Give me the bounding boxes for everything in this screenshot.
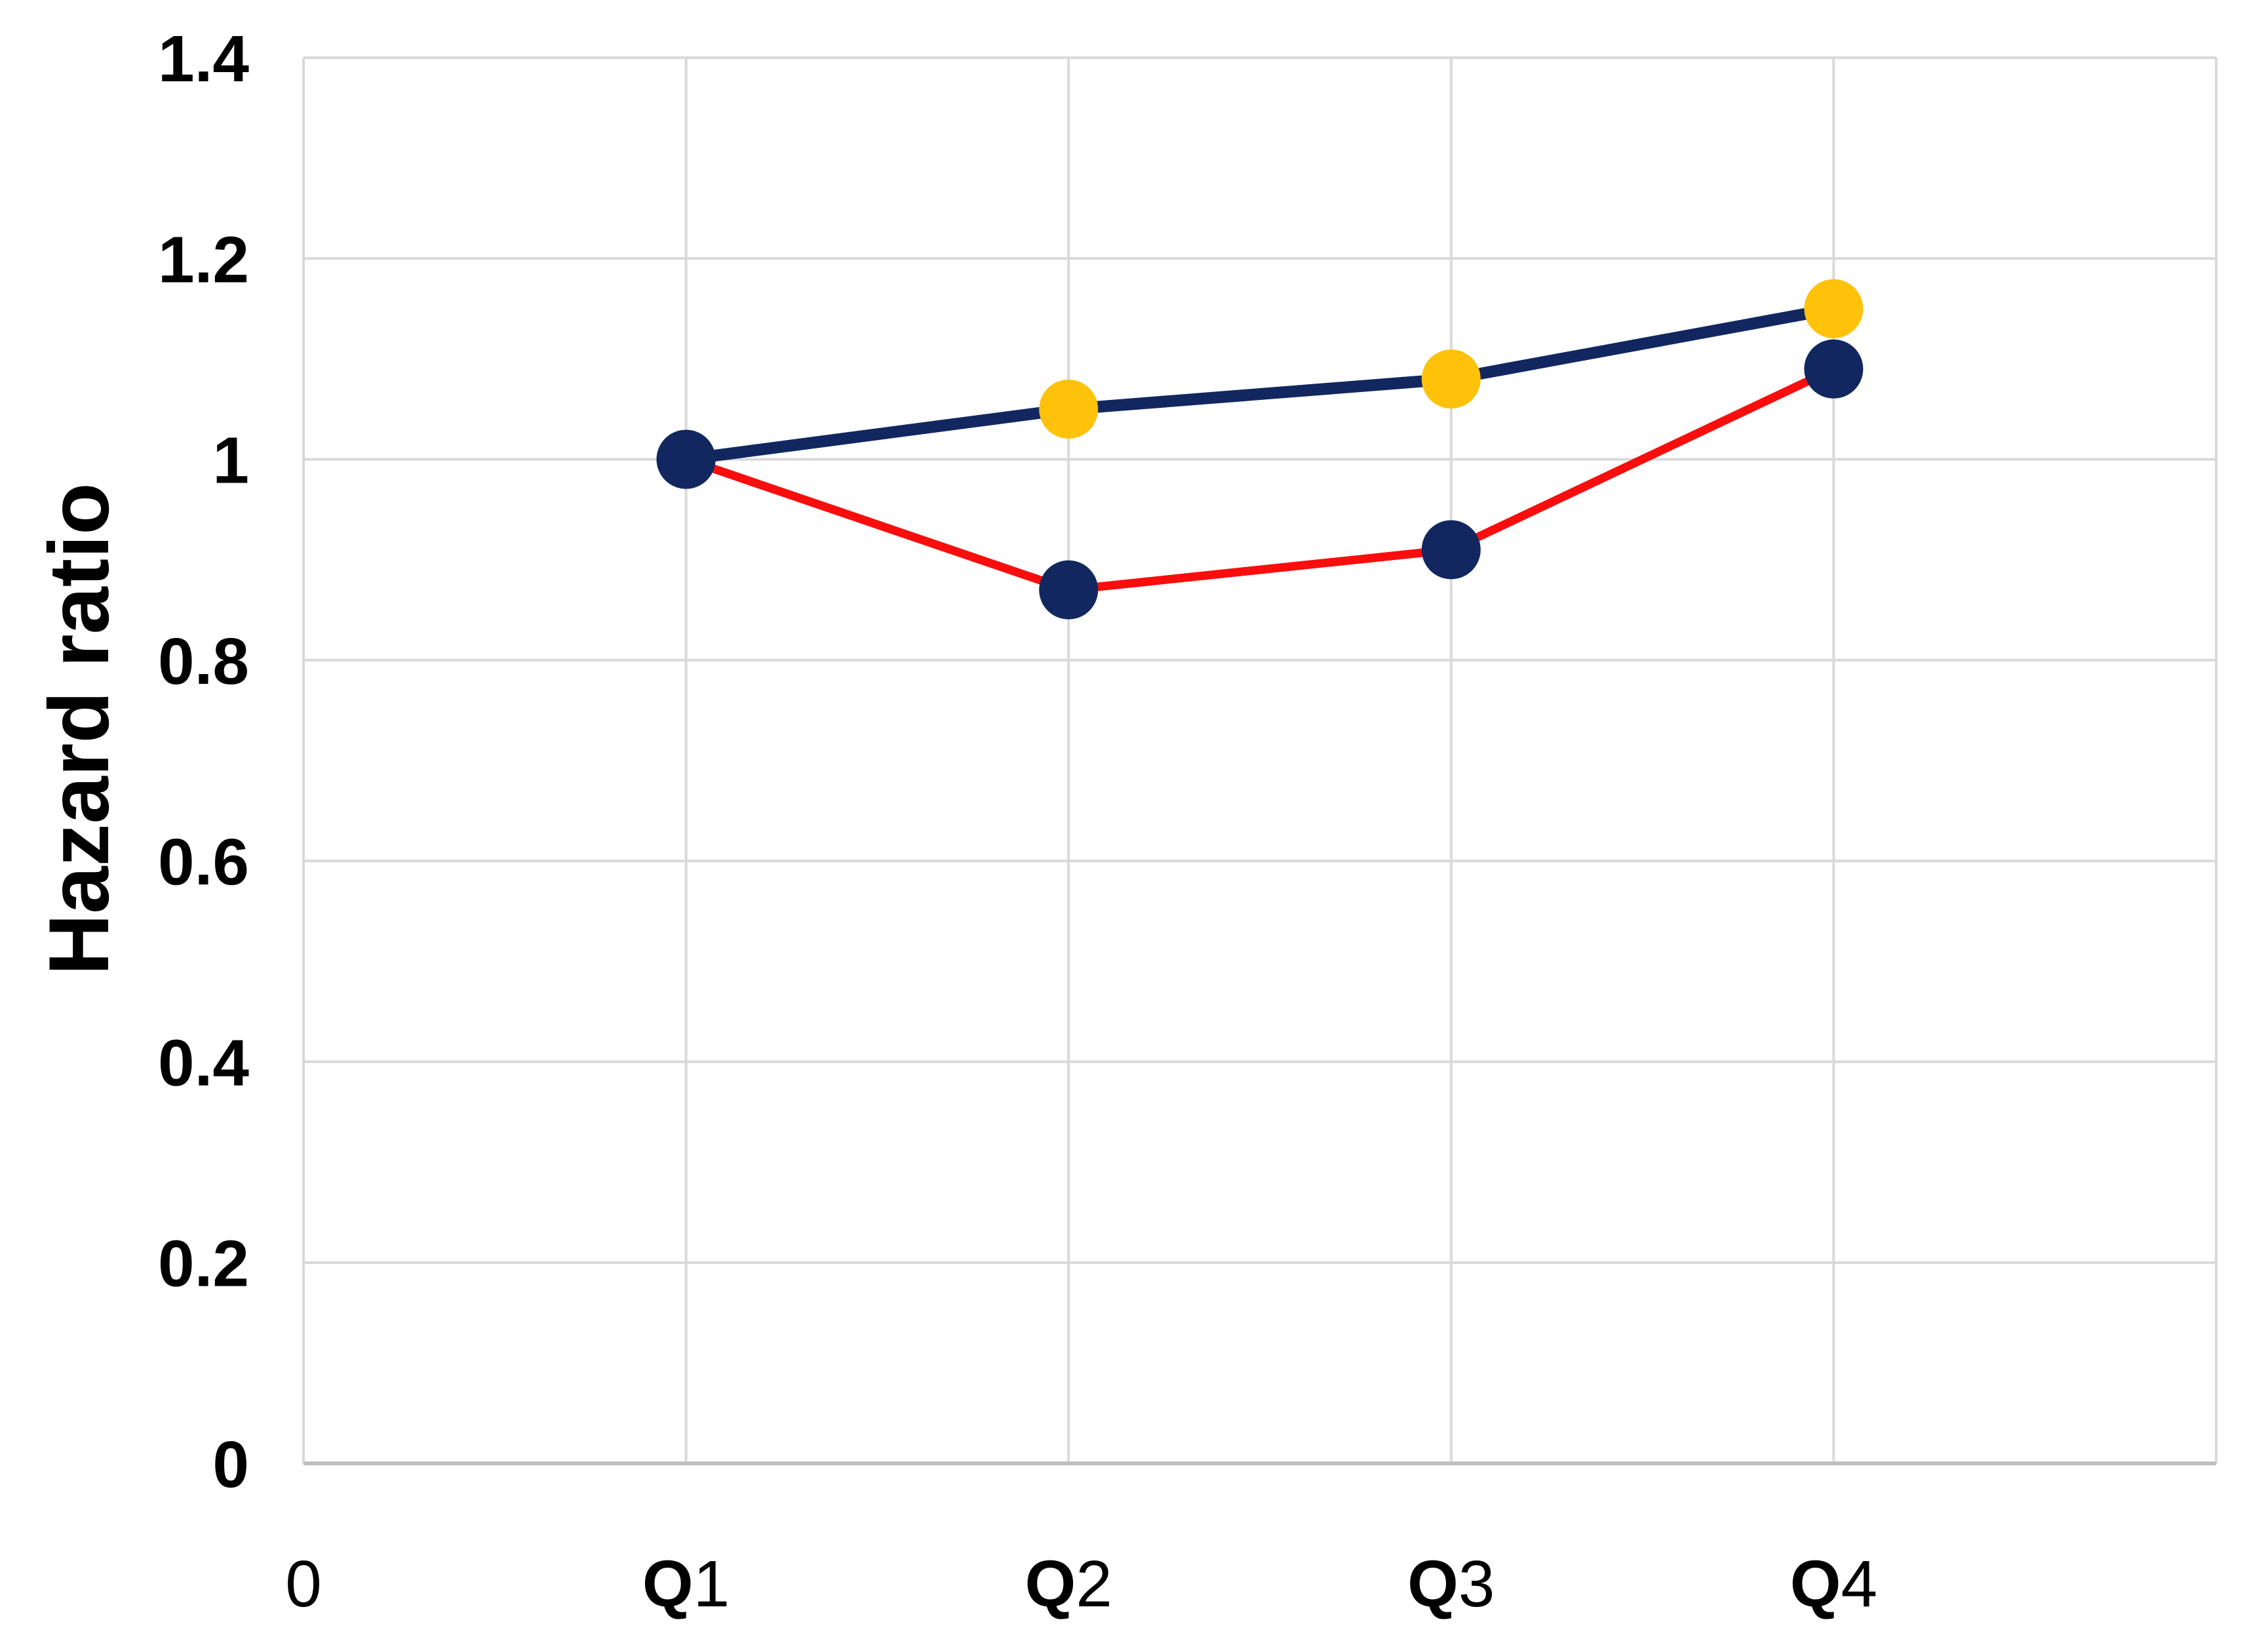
y-tick-label-1.4: 1.4 (158, 22, 249, 96)
upper-navy-line-marker-Q1 (656, 429, 716, 489)
x-tick-label-Q1: Q1 (642, 1547, 730, 1621)
x-tick-label-Q3: Q3 (1407, 1547, 1495, 1621)
y-tick-label-0.6: 0.6 (158, 825, 249, 899)
lower-red-line-marker-Q3 (1421, 520, 1481, 580)
y-tick-label-0.4: 0.4 (158, 1026, 249, 1100)
upper-navy-line-path (685, 303, 1835, 466)
y-tick-label-1: 1 (212, 424, 249, 498)
y-axis-title: Hazard ratio (31, 483, 127, 975)
y-tick-label-1.2: 1.2 (158, 223, 249, 296)
lower-red-line-marker-Q4 (1804, 339, 1864, 399)
x-tick-label-0: 0 (285, 1547, 322, 1621)
series-layer (656, 279, 1864, 620)
y-tick-label-0: 0 (212, 1428, 249, 1501)
upper-navy-line-marker-Q3 (1421, 349, 1481, 409)
x-tick-label-Q4: Q4 (1790, 1547, 1877, 1621)
y-tick-label-0.8: 0.8 (158, 625, 249, 698)
x-tick-label-Q2: Q2 (1025, 1547, 1112, 1621)
grid-layer (302, 56, 2218, 1465)
upper-navy-line-marker-Q2 (1039, 380, 1099, 439)
lower-red-line-path (684, 365, 1836, 595)
tick-label-layer: 0 0.2 0.4 0.6 0.8 1 1.2 1.4 0 Q1 Q2 Q3 Q4 (158, 22, 1877, 1621)
y-tick-label-0.2: 0.2 (158, 1227, 249, 1301)
upper-navy-line-marker-Q4 (1804, 279, 1864, 338)
lower-red-line-marker-Q2 (1039, 560, 1099, 620)
